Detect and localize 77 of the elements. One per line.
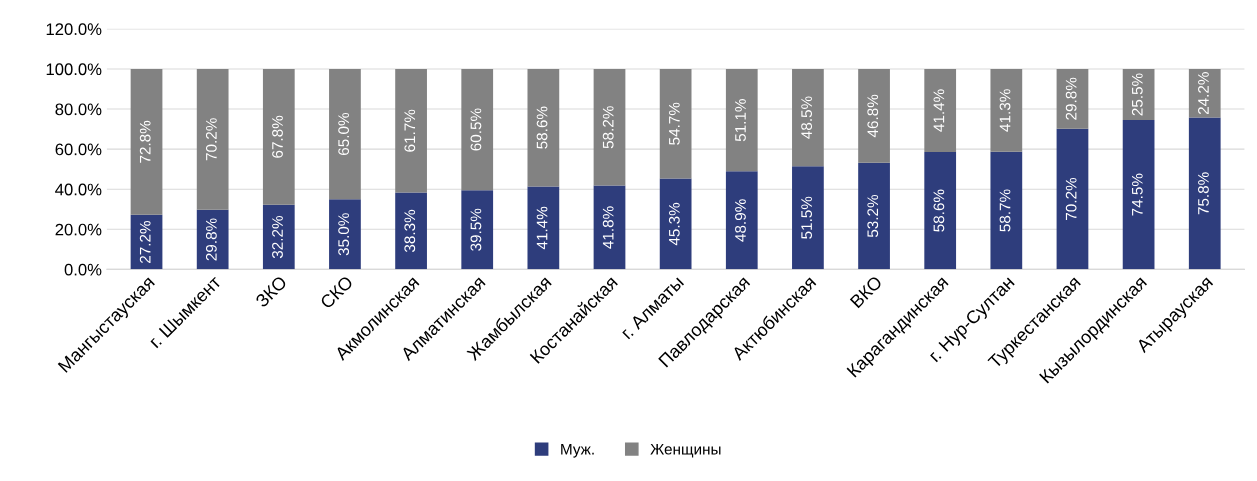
- y-tick-label: 40.0%: [55, 183, 102, 196]
- data-label: 54.7%: [668, 102, 680, 145]
- bar: [395, 68, 427, 193]
- bar: [527, 186, 560, 270]
- bar: [990, 68, 1023, 152]
- data-label: 67.8%: [272, 115, 283, 158]
- bar: [130, 68, 163, 215]
- data-label: 58.7%: [999, 189, 1011, 232]
- data-label: 70.2%: [205, 118, 217, 161]
- data-label: 25.5%: [1131, 73, 1143, 116]
- data-label: 29.8%: [1065, 77, 1077, 120]
- bar: [858, 162, 890, 270]
- bar: [792, 166, 824, 270]
- bar: [924, 68, 957, 152]
- bar: [593, 68, 626, 186]
- data-label: 48.9%: [735, 199, 746, 242]
- bar: [1122, 120, 1155, 270]
- data-label: 48.5%: [801, 96, 813, 139]
- data-label: 75.8%: [1198, 172, 1209, 215]
- data-label: 41.3%: [999, 89, 1011, 132]
- data-label: 53.2%: [867, 194, 879, 238]
- bar: [725, 171, 758, 270]
- y-tick-label: 120.0%: [46, 23, 102, 36]
- data-label: 51.5%: [801, 196, 813, 239]
- bar: [659, 178, 692, 270]
- bar: [858, 68, 890, 163]
- bar: [990, 151, 1023, 270]
- data-label: 65.0%: [338, 112, 350, 155]
- bar: [262, 68, 295, 205]
- data-label: 58.6%: [536, 106, 548, 149]
- legend-label: Муж.: [561, 443, 594, 458]
- data-label: 32.2%: [272, 215, 283, 259]
- bar: [1056, 128, 1089, 270]
- data-label: 41.4%: [536, 206, 548, 250]
- data-label: 39.5%: [470, 208, 482, 251]
- data-label: 45.3%: [668, 202, 680, 246]
- bar: [1188, 117, 1221, 270]
- y-tick-label: 20.0%: [55, 223, 102, 236]
- bar: [1188, 68, 1221, 118]
- data-label: 27.2%: [139, 220, 151, 263]
- bar: [725, 68, 758, 172]
- bar: [527, 68, 560, 187]
- bar: [792, 68, 824, 167]
- bar: [461, 190, 494, 270]
- x-tick-label: ЗКО: [254, 275, 288, 309]
- y-tick-label: 0.0%: [64, 263, 102, 276]
- data-label: 46.8%: [867, 94, 879, 138]
- data-label: 41.4%: [933, 89, 945, 132]
- y-tick-label: 60.0%: [55, 143, 102, 156]
- data-label: 61.7%: [404, 109, 416, 152]
- bar: [461, 68, 494, 191]
- data-label: 51.1%: [735, 99, 746, 142]
- bar: [196, 68, 229, 210]
- data-label: 74.5%: [1131, 173, 1143, 216]
- y-tick-label: 100.0%: [46, 63, 102, 76]
- bar: [593, 185, 626, 270]
- data-label: 58.2%: [602, 106, 614, 149]
- data-label: 35.0%: [338, 213, 350, 256]
- data-label: 38.3%: [404, 209, 416, 253]
- data-label: 41.8%: [602, 206, 614, 249]
- bar: [329, 68, 361, 200]
- data-label: 24.2%: [1198, 72, 1209, 115]
- bar: [1056, 68, 1089, 129]
- data-label: 29.8%: [205, 218, 217, 261]
- bar: [659, 68, 692, 179]
- bar: [329, 199, 361, 270]
- data-label: 70.2%: [1065, 177, 1077, 220]
- bar: [262, 204, 295, 270]
- bar: [130, 214, 163, 270]
- data-label: 60.5%: [470, 108, 482, 151]
- bar: [395, 192, 427, 270]
- bar: [196, 209, 229, 270]
- data-label: 58.6%: [933, 189, 945, 232]
- data-label: 72.8%: [139, 120, 151, 163]
- bar: [924, 151, 957, 270]
- y-tick-label: 80.0%: [55, 103, 102, 116]
- legend-label: Женщины: [650, 443, 721, 458]
